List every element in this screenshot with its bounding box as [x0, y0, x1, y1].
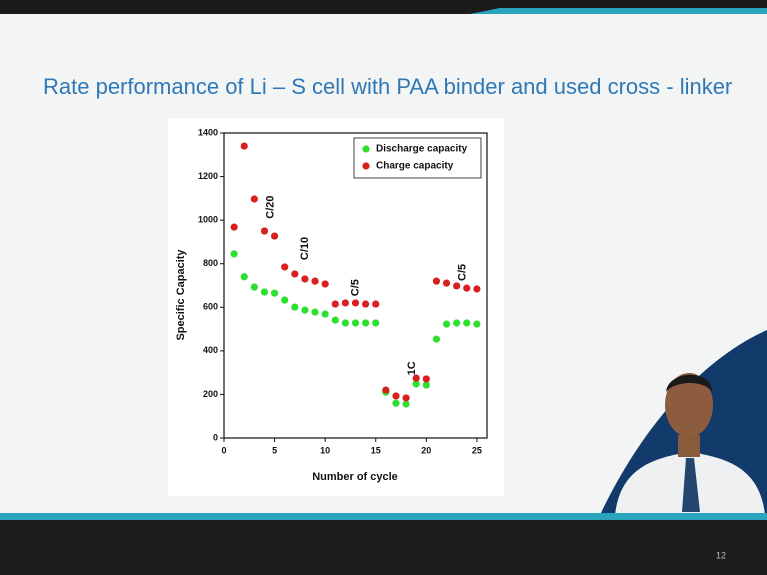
data-point	[433, 278, 440, 285]
data-point	[362, 319, 369, 326]
data-point	[352, 319, 359, 326]
slide: Rate performance of Li – S cell with PAA…	[0, 0, 767, 575]
data-point	[423, 375, 430, 382]
data-point	[271, 232, 278, 239]
data-point	[281, 263, 288, 270]
data-point	[261, 288, 268, 295]
data-point	[372, 300, 379, 307]
y-tick-label: 1400	[198, 127, 218, 137]
x-tick-label: 25	[472, 445, 482, 455]
bottom-band	[0, 520, 767, 575]
page-number: 12	[716, 550, 726, 560]
data-point	[322, 310, 329, 317]
data-point	[453, 282, 460, 289]
legend-marker	[362, 145, 369, 152]
data-point	[291, 303, 298, 310]
legend-label: Discharge capacity	[376, 144, 468, 155]
x-tick-label: 0	[221, 445, 226, 455]
y-tick-label: 400	[203, 345, 218, 355]
data-point	[433, 335, 440, 342]
data-point	[392, 392, 399, 399]
annotation: C/5	[349, 279, 361, 296]
data-point	[301, 307, 308, 314]
data-point	[322, 280, 329, 287]
bottom-stripe	[0, 513, 767, 520]
annotation: C/20	[264, 195, 276, 218]
x-tick-label: 15	[371, 445, 381, 455]
data-point	[402, 394, 409, 401]
y-tick-label: 600	[203, 302, 218, 312]
data-point	[463, 319, 470, 326]
data-point	[281, 296, 288, 303]
data-point	[342, 299, 349, 306]
data-point	[443, 320, 450, 327]
data-point	[261, 227, 268, 234]
data-point	[453, 319, 460, 326]
data-point	[362, 300, 369, 307]
legend-marker	[362, 162, 369, 169]
annotation: C/10	[299, 237, 311, 260]
data-point	[473, 285, 480, 292]
data-point	[332, 317, 339, 324]
y-tick-label: 1200	[198, 171, 218, 181]
data-point	[392, 400, 399, 407]
x-tick-label: 5	[272, 445, 277, 455]
y-tick-label: 800	[203, 258, 218, 268]
x-tick-label: 10	[320, 445, 330, 455]
data-point	[463, 285, 470, 292]
y-tick-label: 0	[213, 432, 218, 442]
data-point	[473, 320, 480, 327]
data-point	[301, 275, 308, 282]
data-point	[271, 290, 278, 297]
x-axis-label: Number of cycle	[312, 471, 398, 483]
annotation: 1C	[406, 361, 418, 375]
x-tick-label: 20	[421, 445, 431, 455]
top-stripe	[470, 8, 767, 14]
data-point	[231, 250, 238, 257]
data-point	[241, 142, 248, 149]
legend-label: Charge capacity	[376, 161, 454, 172]
y-tick-label: 200	[203, 389, 218, 399]
data-point	[372, 319, 379, 326]
data-point	[342, 319, 349, 326]
slide-title: Rate performance of Li – S cell with PAA…	[43, 74, 732, 99]
data-point	[231, 224, 238, 231]
y-tick-label: 1000	[198, 215, 218, 225]
annotation: C/5	[457, 264, 469, 281]
data-point	[311, 308, 318, 315]
data-point	[241, 273, 248, 280]
data-point	[291, 270, 298, 277]
data-point	[311, 278, 318, 285]
presenter-neck	[678, 435, 700, 457]
data-point	[443, 280, 450, 287]
data-point	[382, 386, 389, 393]
data-point	[251, 195, 258, 202]
data-point	[251, 283, 258, 290]
y-axis-label: Specific Capacity	[175, 249, 187, 341]
data-point	[332, 300, 339, 307]
data-point	[352, 299, 359, 306]
